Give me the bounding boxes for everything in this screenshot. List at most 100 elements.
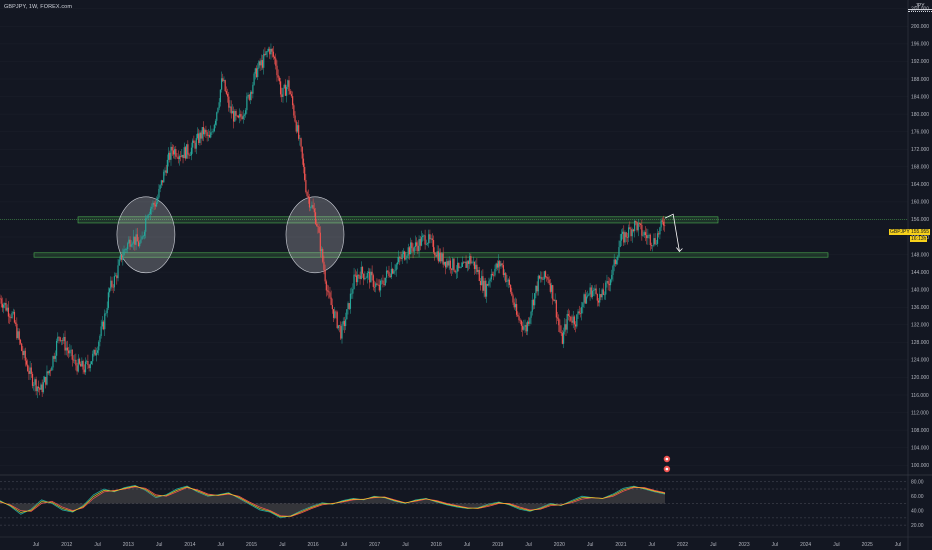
candle-body [283,84,285,88]
candle-body [517,314,519,317]
candle-body [611,274,613,280]
candle-body [522,325,524,330]
y-tick-label: 120.000 [911,375,929,381]
candle-body [502,265,504,275]
candle-body [51,367,53,371]
candle-body [366,272,368,278]
candle-body [442,253,444,265]
candle-body [180,156,182,157]
x-tick-label: Jul [464,542,470,548]
candle-body [371,271,373,276]
candle-body [196,133,199,139]
candle-body [88,365,90,369]
currency-selector[interactable]: JPY [908,4,932,12]
candle-body [99,335,101,342]
candle-body [137,241,140,247]
candle-body [505,273,507,282]
x-tick-label: 2022 [677,542,688,548]
candle-body [642,235,644,236]
candle-body [118,259,120,266]
candle-body [340,326,342,339]
candle-body [626,237,629,238]
candle-body [96,350,99,353]
x-tick-label: Jul [279,542,285,548]
candle-body [601,289,603,298]
y-tick-label: 168.000 [911,165,929,171]
candle-body [287,80,289,87]
candle-body [4,302,6,305]
candle-body [488,281,490,286]
candle-body [165,170,167,173]
x-tick-label: 2024 [800,542,811,548]
candle-body [76,365,78,372]
candle-body [277,75,279,78]
candle-body [318,226,320,233]
candle-body [519,320,521,321]
candle-body [30,367,32,374]
candle-body [581,307,583,314]
candle-body [430,238,432,240]
candle-body [425,244,427,245]
candle-body [443,261,445,265]
candle-body [260,60,262,66]
candle-body [302,158,305,167]
candle-body [334,311,336,318]
candle-body [89,364,91,369]
candle-body [33,384,35,386]
candle-body [271,48,273,52]
candle-body [448,260,450,266]
candle-body [235,111,237,116]
candle-body [314,212,317,225]
candle-body [199,132,201,143]
y-tick-label: 108.000 [911,428,929,434]
candle-body [113,276,116,288]
candle-body [236,115,238,117]
candle-body [393,271,395,274]
candle-body [272,51,274,57]
candle-body [276,65,278,76]
candle-body [582,302,584,308]
candle-body [149,208,152,215]
candle-body [619,240,621,248]
candle-body [324,269,326,282]
candle-body [355,275,358,283]
candle-body [98,341,100,351]
candle-body [346,309,348,320]
candle-body [514,304,517,308]
candle-body [133,236,135,244]
candle-body [322,248,324,262]
y-tick-label: 148.000 [911,252,929,258]
candle-body [253,73,255,85]
candle-body [296,125,299,132]
candle-body [21,343,23,351]
candle-body [524,325,526,327]
candle-body [172,150,175,155]
candle-body [163,171,165,183]
candle-body [228,96,230,108]
candle-body [28,371,30,374]
candle-body [304,166,306,181]
candle-body [6,307,8,311]
candle-body [229,106,231,108]
candle-body [479,281,482,286]
x-tick-label: Jul [649,542,655,548]
candle-body [457,262,459,272]
osc-tick-label: 60.00 [911,494,924,500]
candle-body [464,261,466,263]
candle-body [408,247,411,255]
candle-body [183,147,185,159]
candle-body [87,360,89,366]
candle-body [594,288,596,291]
candle-body [367,271,370,273]
candle-body [152,202,154,207]
candle-body [214,120,217,125]
candle-body [0,298,1,300]
candle-body [466,261,468,268]
candle-body [36,386,38,392]
candle-body [338,325,341,327]
candle-body [31,373,34,386]
x-tick-label: Jul [525,542,531,548]
candle-body [584,294,586,304]
candle-body [440,252,442,262]
